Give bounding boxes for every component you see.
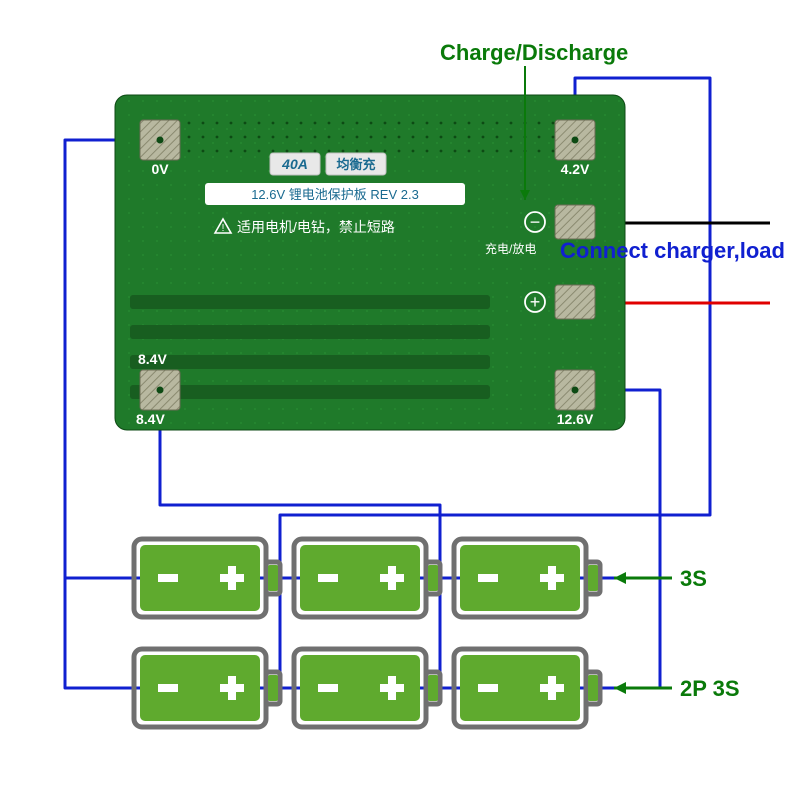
- battery-bank: [134, 539, 600, 727]
- battery-r0-c2: [454, 539, 600, 617]
- annotation-charge: Charge/Discharge: [440, 40, 628, 65]
- annotation-2p3s: 2P 3S: [680, 676, 740, 701]
- battery-r1-c0: [134, 649, 280, 727]
- pad-4v2: 4.2V: [555, 120, 595, 177]
- balance-label: 均衡充: [336, 157, 375, 172]
- current-rating: 40A: [281, 156, 308, 172]
- pad-0v-label: 0V: [151, 161, 169, 177]
- warning-label: 适用电机/电钻，禁止短路: [237, 219, 395, 235]
- battery-r1-c2: [454, 649, 600, 727]
- pad-8v4-label: 8.4V: [136, 411, 165, 427]
- pad-12v6: 12.6V: [555, 370, 595, 427]
- svg-text:−: −: [530, 212, 541, 232]
- annotation-3s: 3S: [680, 566, 707, 591]
- svg-text:+: +: [530, 292, 541, 312]
- battery-r0-c1: [294, 539, 440, 617]
- charge-cn-label: 充电/放电: [485, 241, 536, 256]
- pad-4v2-label: 4.2V: [561, 161, 590, 177]
- battery-r0-c0: [134, 539, 280, 617]
- svg-text:8.4V: 8.4V: [138, 351, 167, 367]
- pcb-board: 40A 均衡充 12.6V 锂电池保护板 REV 2.3! 适用电机/电钻，禁止短路充…: [115, 95, 625, 430]
- rev-label: 12.6V 锂电池保护板 REV 2.3: [251, 187, 419, 202]
- svg-text:!: !: [222, 223, 225, 234]
- pad-12v6-label: 12.6V: [557, 411, 594, 427]
- annotation-connect: Connect charger,load: [560, 238, 785, 263]
- battery-r1-c1: [294, 649, 440, 727]
